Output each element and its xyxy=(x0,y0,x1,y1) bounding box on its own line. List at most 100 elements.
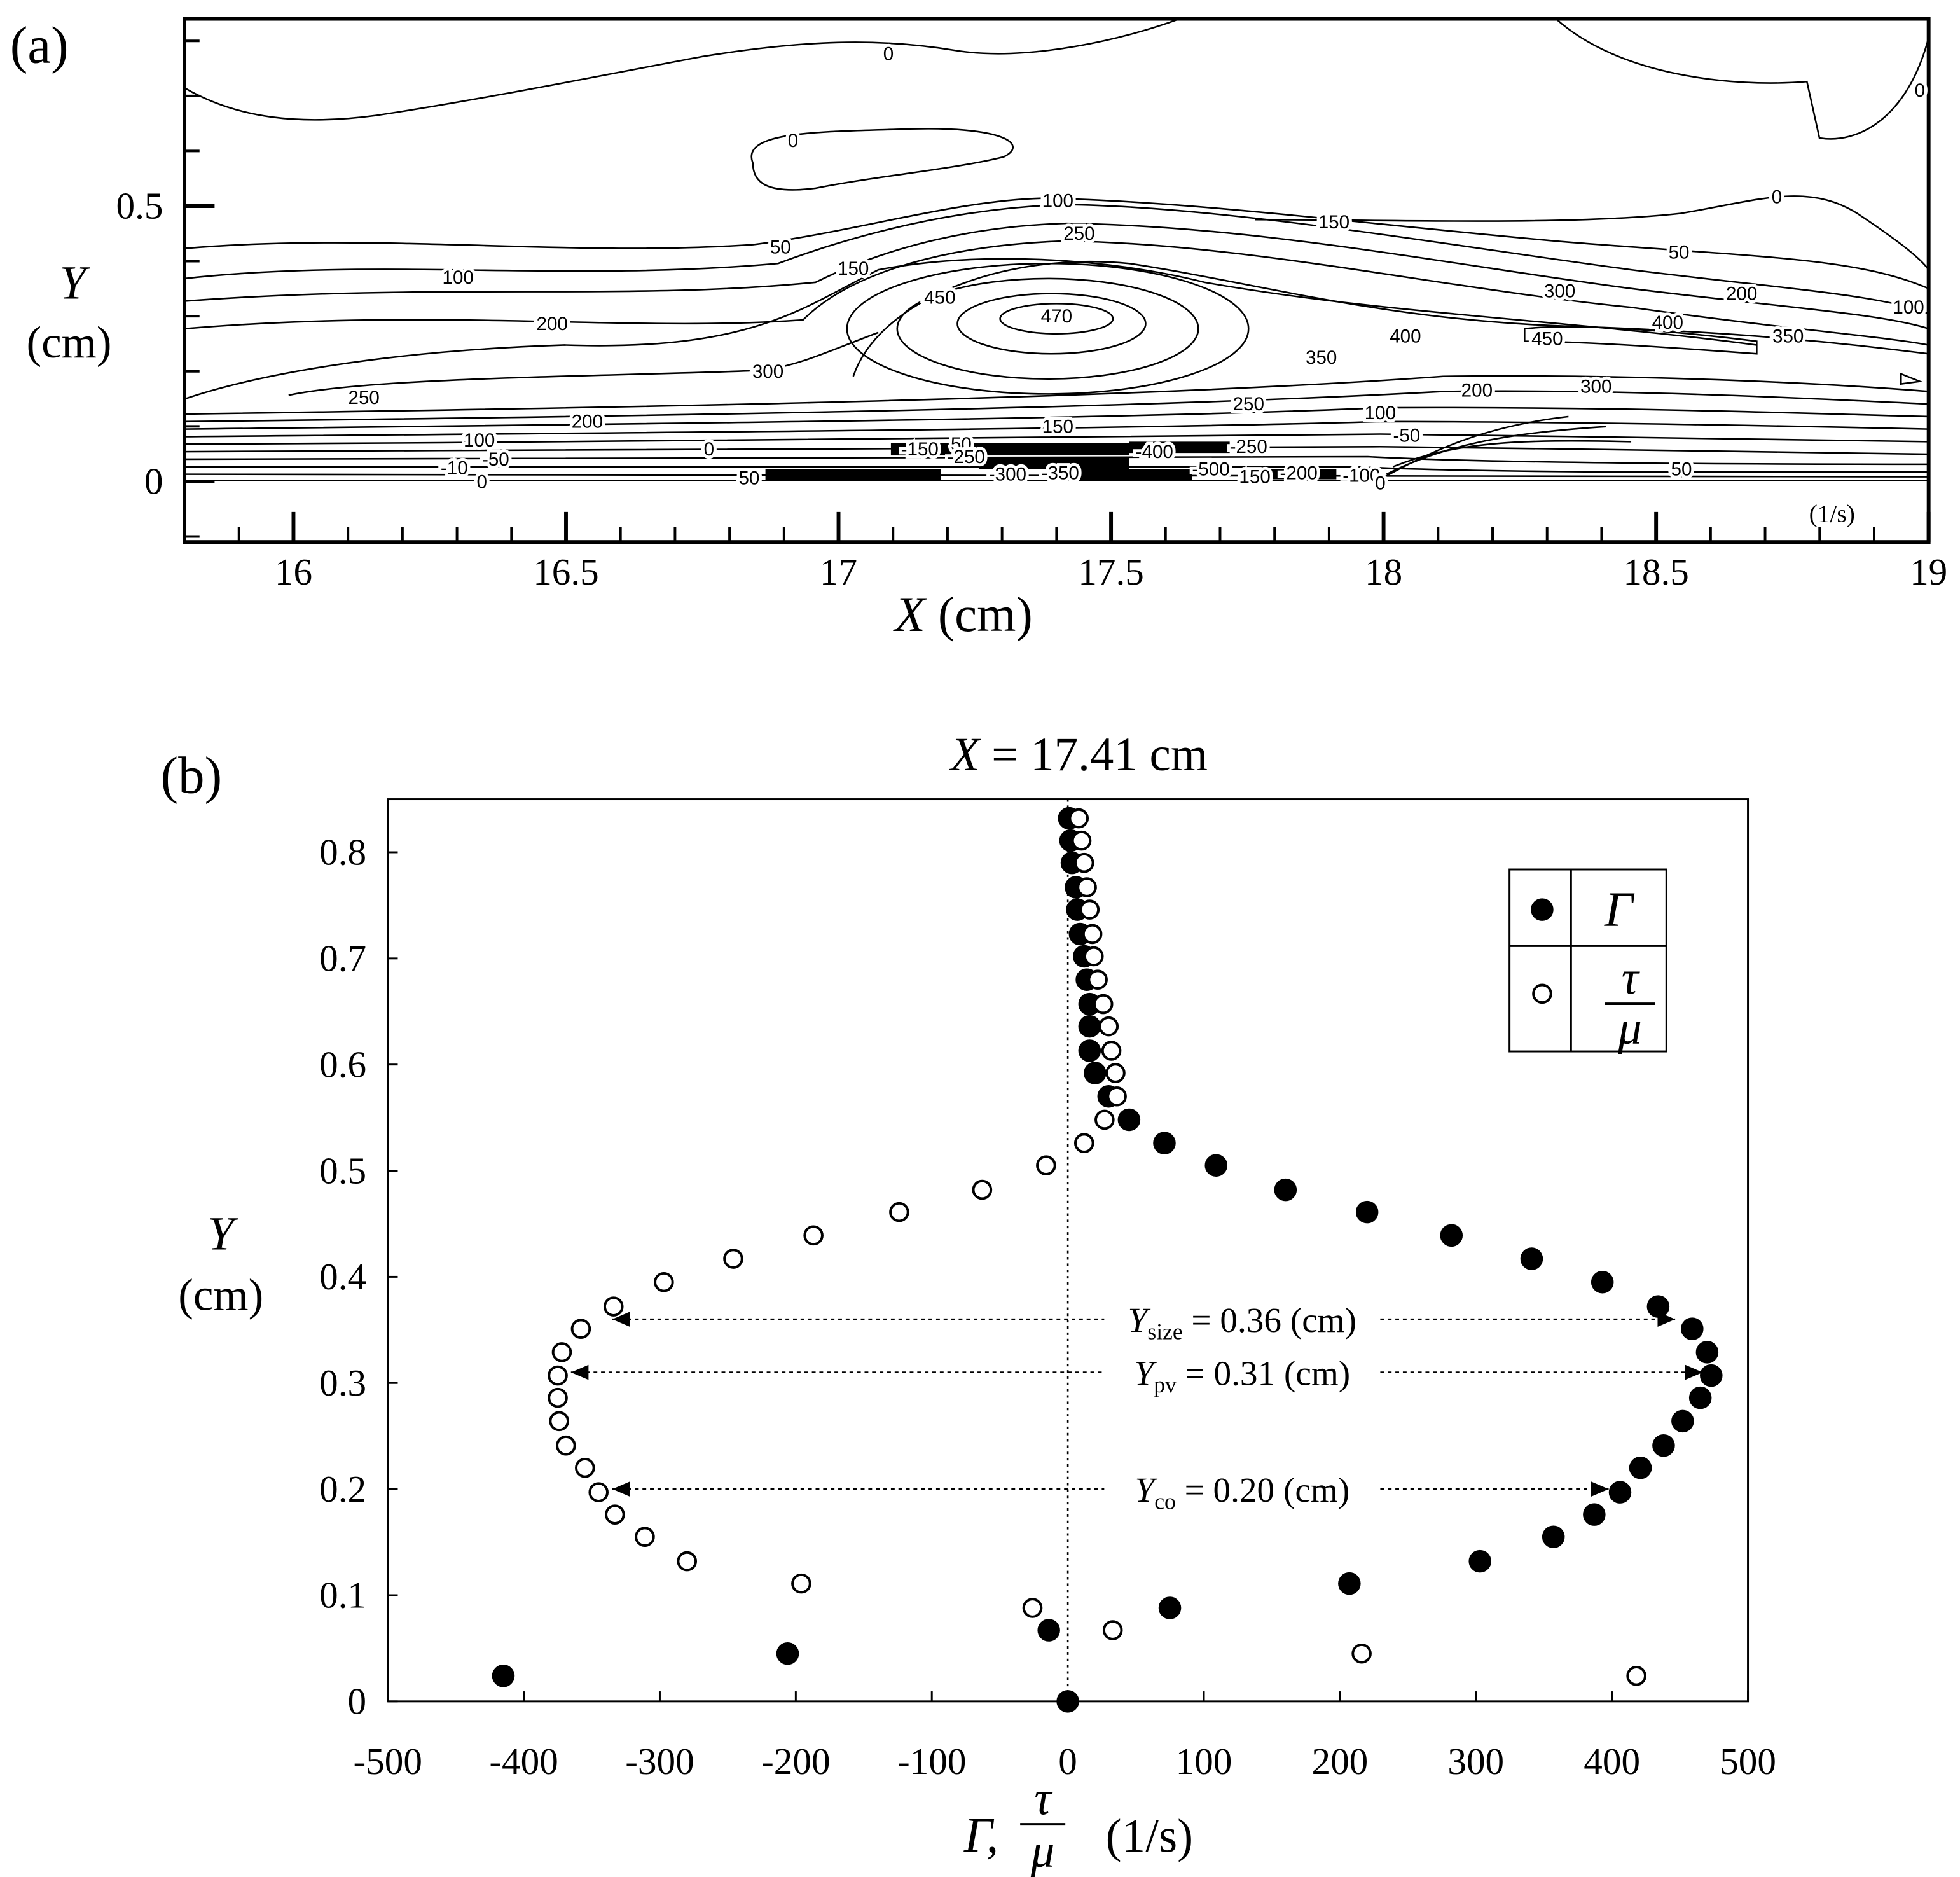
dense-region xyxy=(1267,469,1337,480)
point xyxy=(889,1202,909,1222)
contour-label: -200 xyxy=(1280,463,1318,484)
arrowhead xyxy=(1591,1481,1609,1497)
contour-label: 50 xyxy=(770,237,791,258)
contour-line xyxy=(184,197,1929,289)
contour-line xyxy=(852,261,1929,377)
point xyxy=(1036,1155,1056,1175)
y-tick-label: 0.7 xyxy=(319,938,366,980)
contour-label: -100 xyxy=(1342,465,1380,486)
point xyxy=(1077,877,1097,897)
contour-line xyxy=(184,375,1929,415)
contour-line xyxy=(750,128,1014,191)
dense-region xyxy=(765,469,941,481)
contour-lines xyxy=(184,18,1929,481)
contour-line xyxy=(896,277,1199,380)
x-tick-label: 17.5 xyxy=(1078,551,1144,593)
y-axis-label: Y xyxy=(207,1208,238,1261)
contour-label: 0 xyxy=(476,471,487,492)
point xyxy=(1105,1063,1126,1083)
point xyxy=(803,1225,824,1246)
x-axis-label: (1/s) xyxy=(1106,1810,1193,1863)
y-tick-label: 0.5 xyxy=(116,185,163,227)
x-tick-label: -400 xyxy=(489,1740,558,1782)
contour-line xyxy=(1900,372,1923,385)
contour-label: -400 xyxy=(1136,441,1173,462)
y-tick-label: 0 xyxy=(348,1680,367,1722)
x-tick-label: -200 xyxy=(761,1740,830,1782)
annotation-text: = 0.31 (cm) xyxy=(1177,1354,1350,1392)
point xyxy=(1056,1690,1079,1713)
point xyxy=(492,1665,515,1687)
contour-label: 150 xyxy=(1239,466,1270,487)
contour-label: -50 xyxy=(482,449,509,470)
contour-label: -10 xyxy=(441,458,468,479)
point xyxy=(1652,1434,1675,1457)
point xyxy=(551,1342,572,1362)
point xyxy=(575,1457,595,1478)
x-tick-label: 100 xyxy=(1176,1740,1232,1782)
y-tick-label: 0.6 xyxy=(319,1043,366,1085)
contour-label: 400 xyxy=(1390,326,1421,347)
annotation-sub: co xyxy=(1154,1489,1176,1514)
point xyxy=(1520,1247,1543,1270)
x-axis-label: μ xyxy=(1030,1825,1055,1877)
x-axis-label-var: X xyxy=(893,587,927,642)
contour-label: 0 xyxy=(788,130,798,151)
legend-label: τ xyxy=(1622,952,1641,1004)
y-tick-label: 0.5 xyxy=(319,1149,366,1191)
point xyxy=(1079,899,1100,920)
contour-label: 450 xyxy=(924,287,955,308)
point xyxy=(1073,852,1094,873)
point xyxy=(1629,1456,1652,1479)
point xyxy=(654,1271,674,1292)
point xyxy=(1083,946,1104,967)
point xyxy=(549,1411,569,1432)
contour-label: 350 xyxy=(1772,326,1804,347)
contour-label: 400 xyxy=(1652,312,1683,333)
point xyxy=(972,1179,993,1200)
contour-label: -50 xyxy=(1393,425,1420,446)
contour-line xyxy=(288,331,879,396)
dense-region xyxy=(1129,441,1230,454)
point xyxy=(1093,994,1114,1015)
point xyxy=(1102,1620,1123,1640)
contour-label: -250 xyxy=(1230,436,1267,457)
x-axis-label: X (cm) xyxy=(893,587,1033,642)
contour-label: 150 xyxy=(1042,417,1073,438)
point xyxy=(1153,1132,1176,1154)
point xyxy=(1608,1481,1632,1504)
point xyxy=(1626,1666,1646,1686)
contour-label: 200 xyxy=(1726,283,1757,304)
point xyxy=(1204,1154,1228,1177)
point xyxy=(1068,808,1089,829)
annotation: Ysize = 0.36 (cm) xyxy=(1128,1301,1356,1345)
contour-line xyxy=(1524,326,1758,355)
point xyxy=(1071,830,1092,851)
point xyxy=(1073,1133,1094,1153)
x-tick-label: 16.5 xyxy=(533,551,599,593)
contour-label: 450 xyxy=(1531,328,1563,349)
arrowhead xyxy=(612,1312,630,1327)
annotation-sub: size xyxy=(1147,1319,1182,1345)
y-axis-label: (cm) xyxy=(178,1270,263,1320)
legend-label: Γ xyxy=(1604,882,1635,938)
contour-label: 200 xyxy=(1461,380,1493,401)
contour-label: 350 xyxy=(1306,347,1337,368)
contour-label: 0 xyxy=(1915,80,1925,101)
contour-line xyxy=(846,262,1250,395)
contour-label: 50 xyxy=(1671,459,1692,480)
contour-line xyxy=(956,293,1147,355)
annotation-sub: pv xyxy=(1154,1372,1177,1397)
point xyxy=(1084,1062,1107,1084)
contour-line xyxy=(184,258,1757,400)
x-tick-label: 300 xyxy=(1447,1740,1504,1782)
contour-line xyxy=(1555,18,1929,140)
x-axis-label: τ xyxy=(1034,1772,1053,1825)
x-axis-label: Γ, xyxy=(963,1808,999,1864)
contour-line xyxy=(184,240,1929,346)
contour-label: -500 xyxy=(1192,459,1229,480)
contour-line xyxy=(184,445,1929,455)
x-tick-label: 18 xyxy=(1365,551,1402,593)
